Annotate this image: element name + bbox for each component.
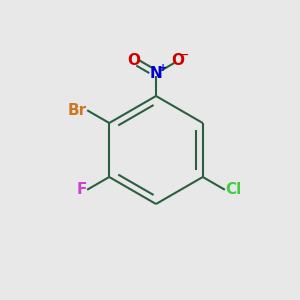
Text: O: O [128, 53, 140, 68]
Text: −: − [180, 50, 189, 60]
Text: Cl: Cl [225, 182, 241, 197]
Text: F: F [77, 182, 87, 197]
Text: O: O [172, 53, 184, 68]
Text: +: + [158, 63, 167, 73]
Text: N: N [150, 66, 162, 81]
Text: Br: Br [68, 103, 87, 118]
